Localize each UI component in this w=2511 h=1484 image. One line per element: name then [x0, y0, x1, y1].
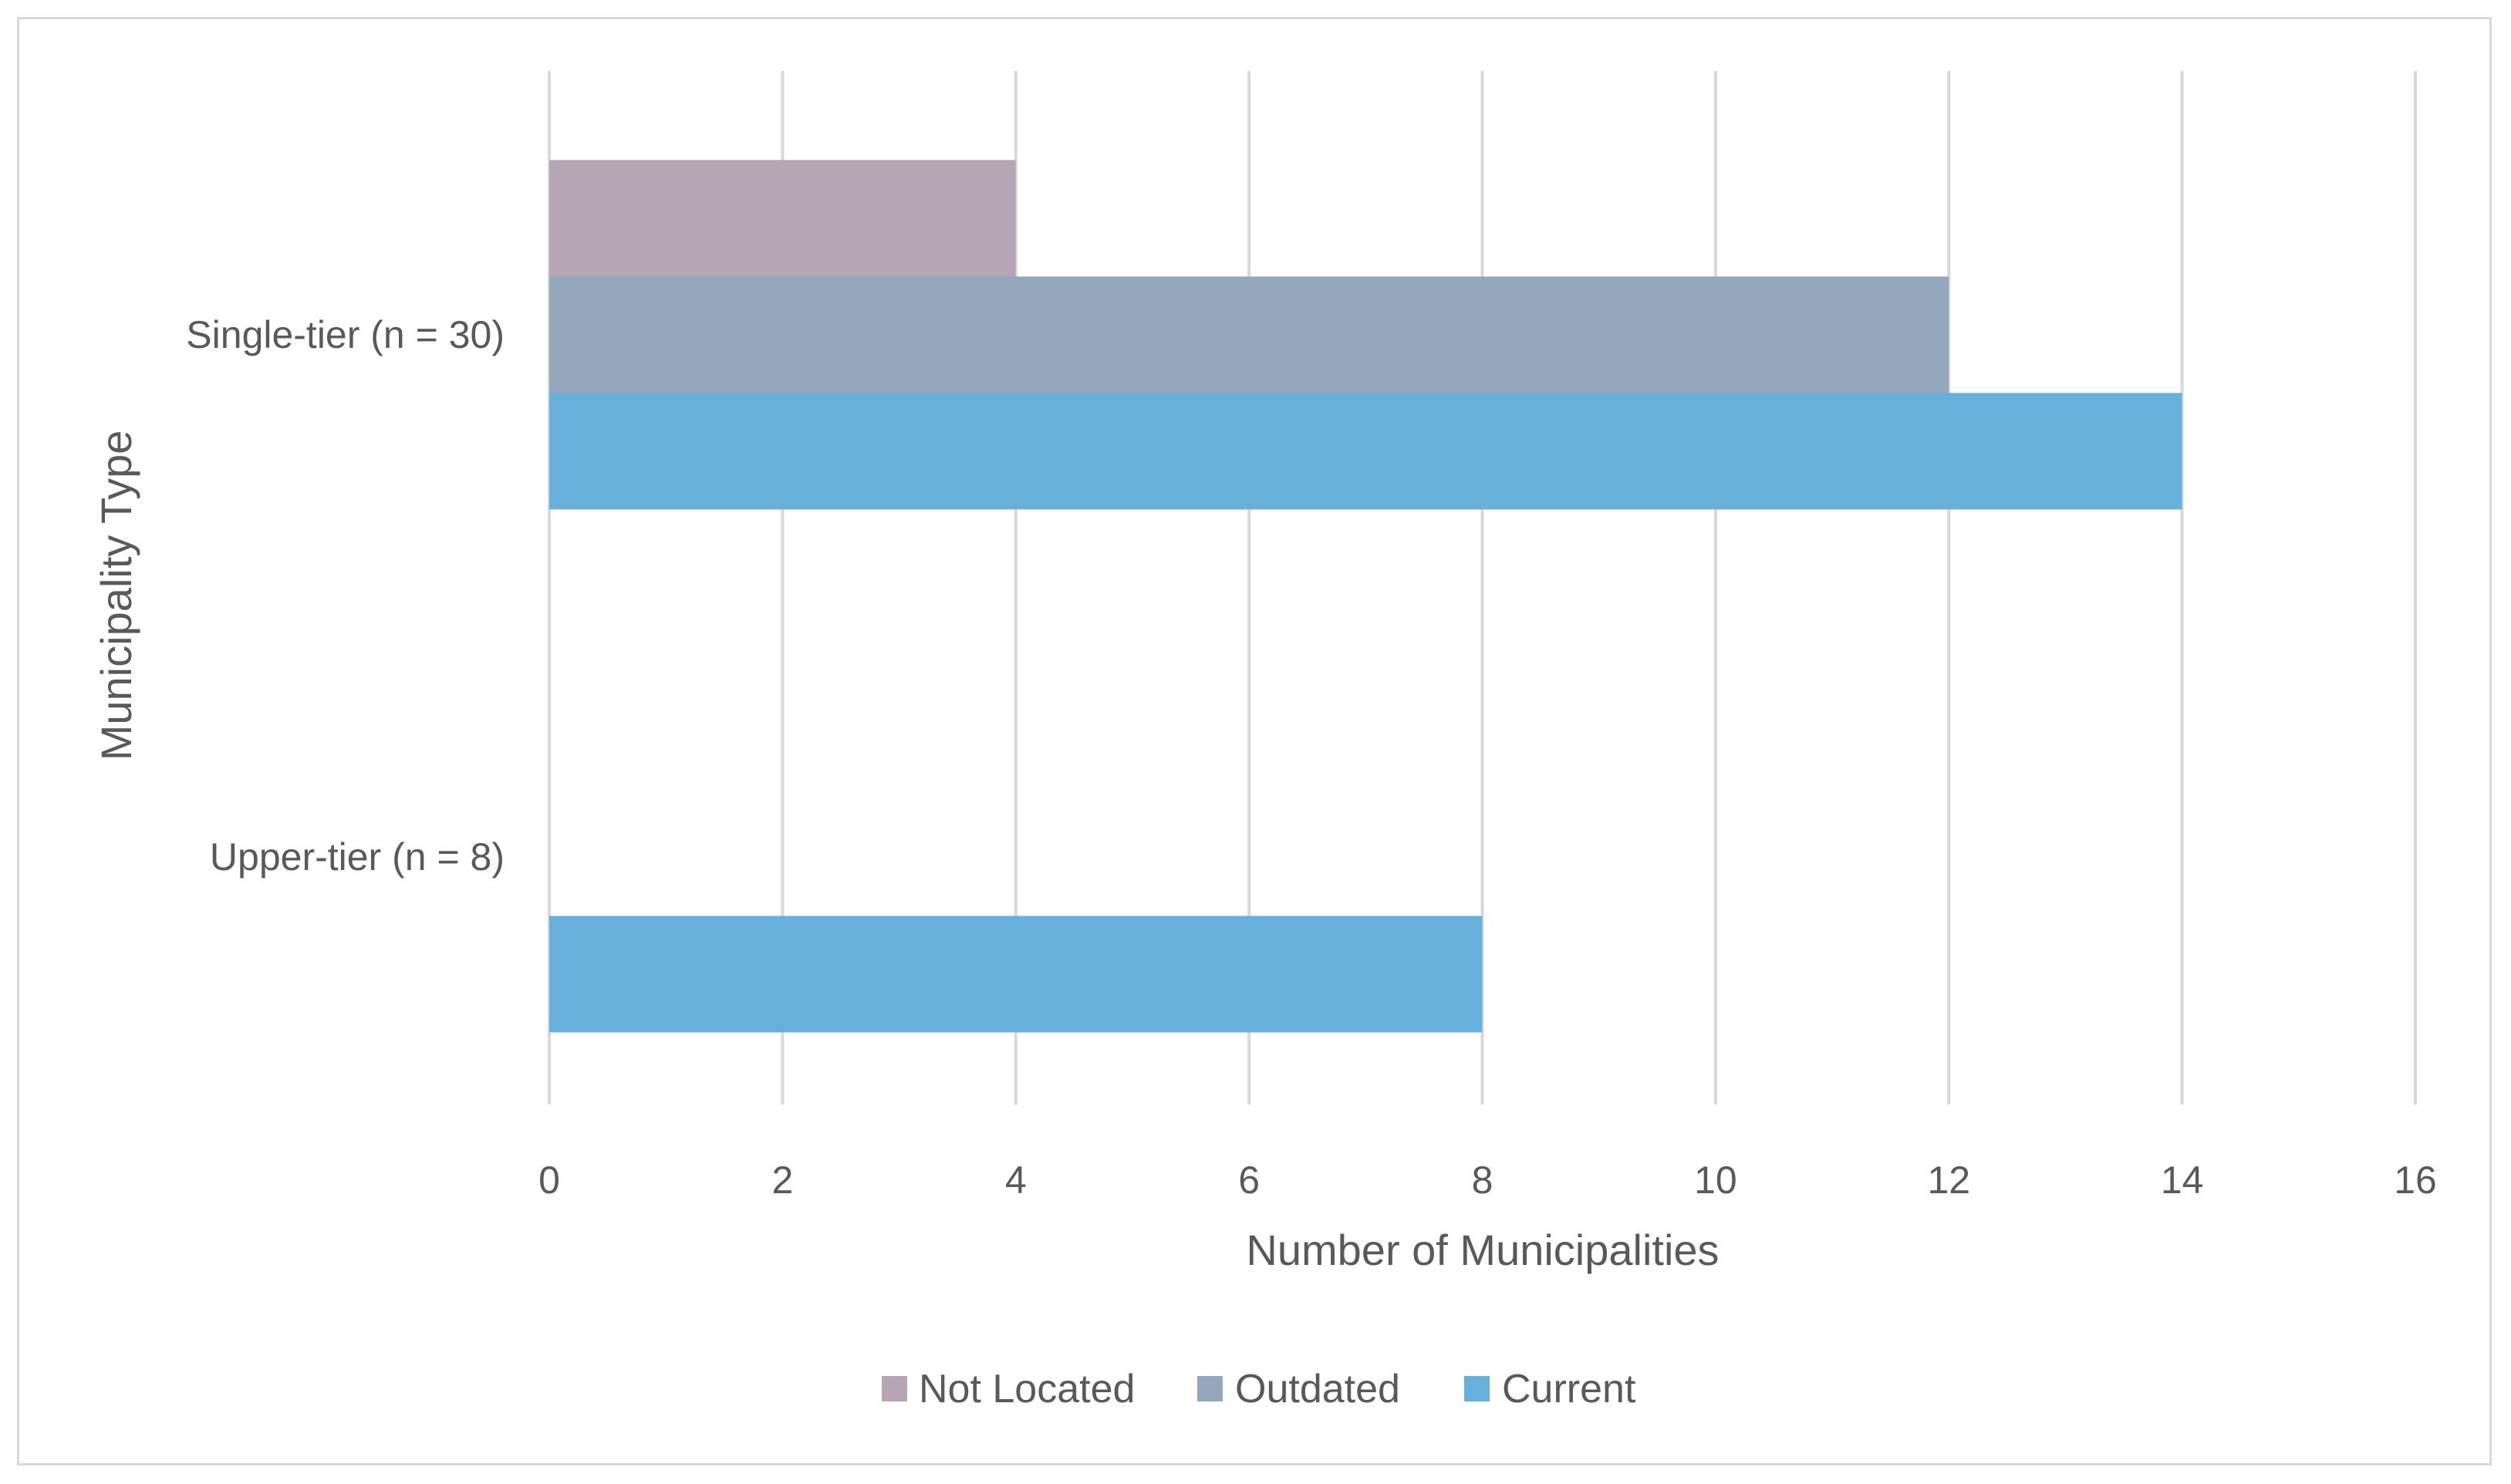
x-tick-label: 16	[2394, 1159, 2437, 1202]
legend-label: Outdated	[1235, 1367, 1400, 1411]
x-tick-label: 2	[771, 1159, 793, 1202]
x-tick-label: 12	[1927, 1159, 1970, 1202]
chart-frame	[17, 17, 2492, 1465]
legend-swatch	[882, 1376, 907, 1401]
x-axis-title: Number of Municipalities	[1246, 1226, 1719, 1274]
category-label: Single-tier (n = 30)	[186, 313, 505, 356]
bar-current	[549, 393, 2182, 510]
legend-label: Not Located	[919, 1367, 1135, 1411]
legend-swatch	[1197, 1376, 1223, 1401]
x-tick-label: 10	[1694, 1159, 1737, 1202]
bar-current	[549, 916, 1483, 1033]
y-axis-title: Municipality Type	[92, 430, 140, 761]
x-tick-label: 6	[1238, 1159, 1260, 1202]
x-axis-ticks: 0 2 4 6 8 10 12 14 16	[538, 1159, 2437, 1202]
legend-swatch	[1464, 1376, 1490, 1401]
x-tick-label: 8	[1472, 1159, 1493, 1202]
bars	[549, 160, 2182, 1033]
bar-outdated	[549, 276, 1949, 393]
category-label: Upper-tier (n = 8)	[210, 835, 505, 879]
x-tick-label: 0	[538, 1159, 560, 1202]
bar-not-located	[549, 160, 1016, 277]
x-tick-label: 4	[1005, 1159, 1027, 1202]
legend-label: Current	[1502, 1367, 1636, 1411]
y-axis-categories: Single-tier (n = 30) Upper-tier (n = 8)	[186, 313, 505, 879]
legend: Not Located Outdated Current	[882, 1367, 1636, 1411]
x-tick-label: 14	[2161, 1159, 2204, 1202]
